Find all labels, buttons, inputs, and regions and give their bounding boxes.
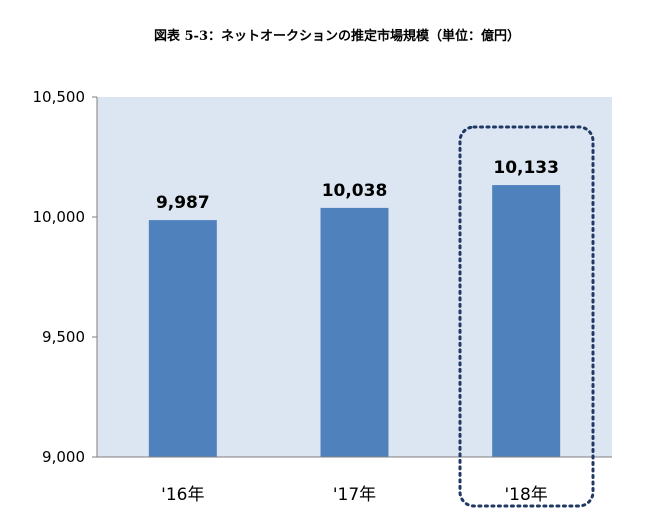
chart-title: 図表 5-3：ネットオークションの推定市場規模（単位：億円） [154,28,520,44]
highlight-box [458,125,595,508]
y-tick-label: 9,500 [42,328,85,346]
x-tick-label: '17年 [333,485,376,505]
bar [492,185,561,457]
x-tick-label: '16年 [161,485,204,505]
data-label: 10,038 [322,181,388,201]
bar [148,220,217,457]
data-label: 10,133 [493,158,559,178]
bar [320,207,389,457]
y-tick-label: 10,500 [33,88,86,106]
x-tick-label: '18年 [505,485,548,505]
y-tick-label: 10,000 [33,208,86,226]
data-label: 9,987 [156,193,210,213]
y-tick-label: 9,000 [42,448,85,466]
